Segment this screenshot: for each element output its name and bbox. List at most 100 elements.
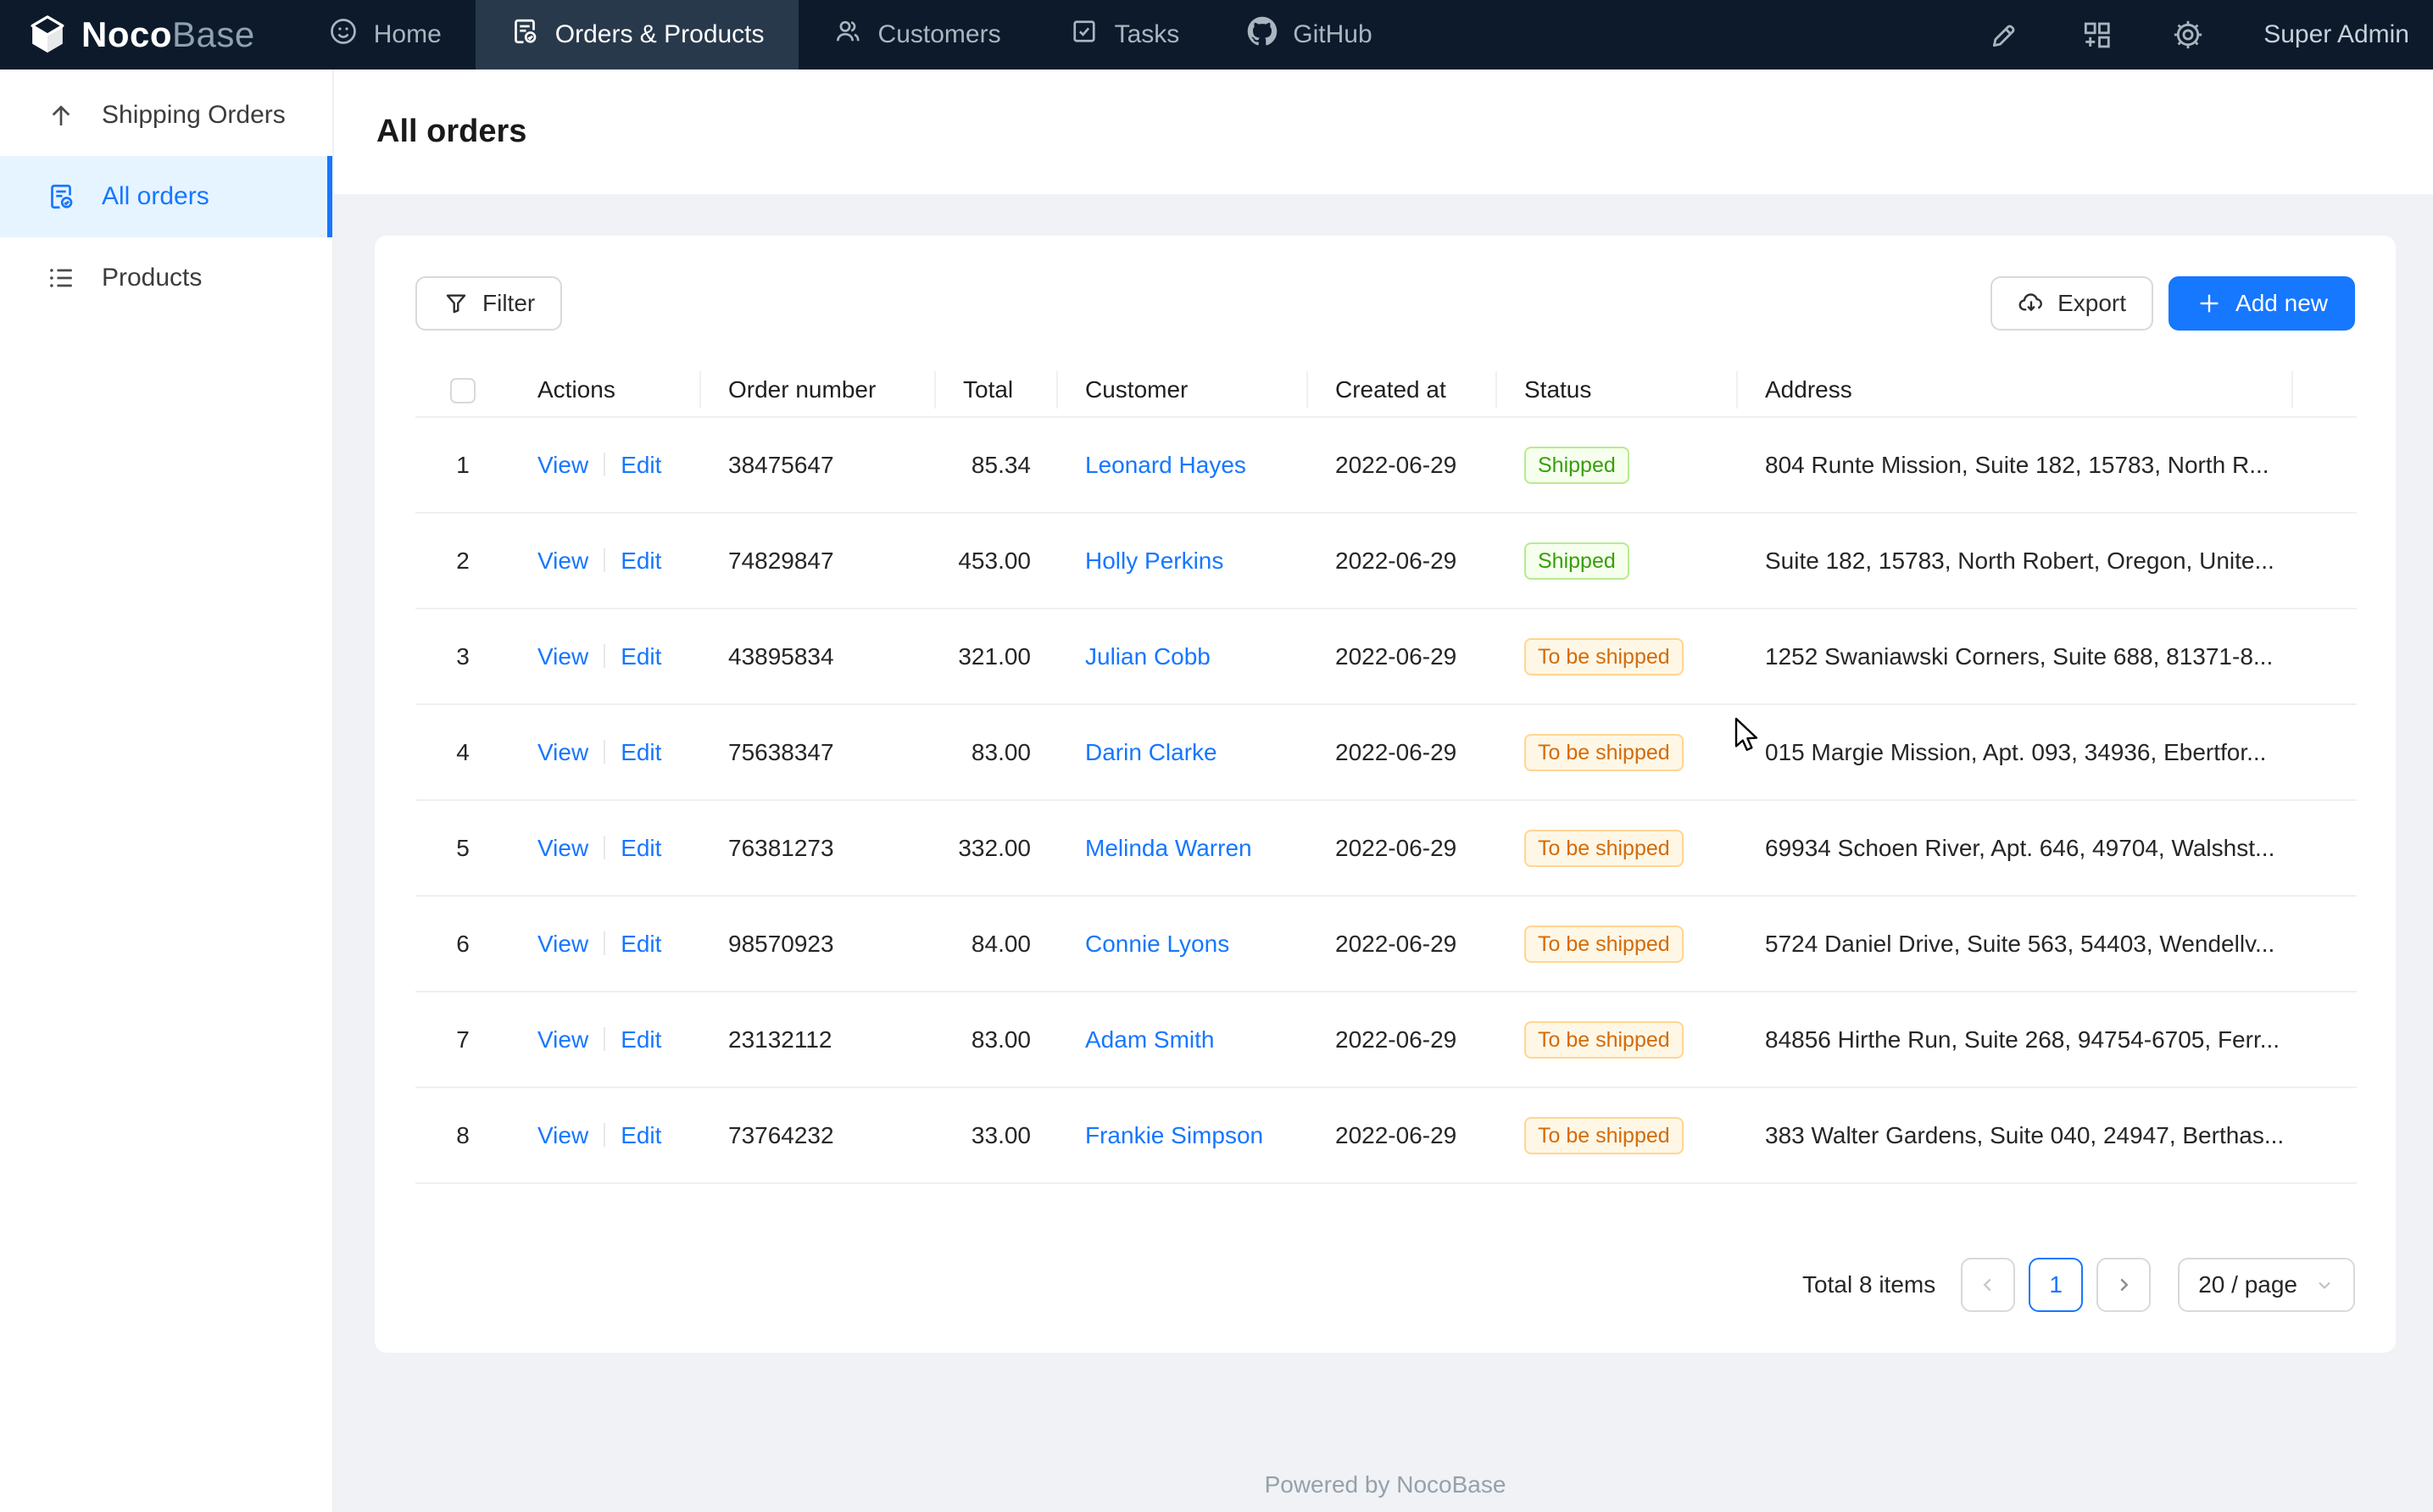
order-number-cell: 74829847 bbox=[701, 513, 936, 609]
export-button[interactable]: Export bbox=[1990, 276, 2154, 331]
plugin-blocks-icon[interactable] bbox=[2080, 19, 2113, 51]
plus-icon bbox=[2200, 294, 2219, 313]
address-cell: Suite 182, 15783, North Robert, Oregon, … bbox=[1738, 513, 2293, 609]
ui-editor-highlighter-icon[interactable] bbox=[1989, 19, 2021, 51]
page-number-1[interactable]: 1 bbox=[2029, 1258, 2084, 1312]
status-badge: Shipped bbox=[1524, 446, 1629, 484]
brand-logo[interactable]: NocoBase bbox=[0, 0, 294, 69]
nav-tab-label: GitHub bbox=[1293, 20, 1372, 48]
created-at-cell: 2022-06-29 bbox=[1308, 704, 1497, 801]
row-index-cell[interactable]: 7 bbox=[415, 992, 510, 1088]
top-navbar: NocoBase Home Orders & Products bbox=[0, 0, 2433, 69]
chevron-left-icon bbox=[1983, 1278, 1991, 1292]
customer-link[interactable]: Holly Perkins bbox=[1085, 547, 1224, 574]
customer-cell: Darin Clarke bbox=[1058, 704, 1308, 801]
view-link[interactable]: View bbox=[537, 1026, 589, 1053]
order-document-icon bbox=[509, 16, 540, 53]
main-area: All orders Filter bbox=[334, 0, 2433, 1512]
customer-link[interactable]: Leonard Hayes bbox=[1085, 451, 1246, 478]
total-cell: 83.00 bbox=[936, 992, 1058, 1088]
customer-cell: Frankie Simpson bbox=[1058, 1087, 1308, 1184]
sidebar-item-products[interactable]: Products bbox=[0, 237, 332, 319]
view-link[interactable]: View bbox=[537, 642, 589, 670]
view-link[interactable]: View bbox=[537, 930, 589, 957]
row-index: 5 bbox=[456, 834, 470, 861]
status-cell: To be shipped bbox=[1497, 609, 1738, 705]
edit-link[interactable]: Edit bbox=[621, 1121, 662, 1148]
address-cell: 84856 Hirthe Run, Suite 268, 94754-6705,… bbox=[1738, 992, 2293, 1088]
edit-link[interactable]: Edit bbox=[621, 834, 662, 861]
customer-link[interactable]: Frankie Simpson bbox=[1085, 1121, 1264, 1148]
row-index-cell[interactable]: 1 bbox=[415, 417, 510, 514]
action-divider bbox=[604, 739, 606, 764]
nav-tab-orders-products[interactable]: Orders & Products bbox=[475, 0, 799, 69]
row-actions-cell: View Edit bbox=[510, 417, 701, 514]
column-header-order-number: Order number bbox=[701, 363, 936, 418]
nav-tab-customers[interactable]: Customers bbox=[799, 0, 1035, 69]
sidebar-item-shipping-orders[interactable]: Shipping Orders bbox=[0, 75, 332, 156]
page-header: All orders bbox=[334, 69, 2433, 194]
nav-tab-github[interactable]: GitHub bbox=[1213, 0, 1406, 69]
status-cell: Shipped bbox=[1497, 417, 1738, 514]
order-number-cell: 38475647 bbox=[701, 417, 936, 514]
select-all-checkbox[interactable] bbox=[450, 377, 476, 403]
view-link[interactable]: View bbox=[537, 1121, 589, 1148]
orders-table: Actions Order number Total Customer Crea… bbox=[415, 363, 2357, 1184]
filter-button[interactable]: Filter bbox=[415, 276, 563, 331]
customer-link[interactable]: Adam Smith bbox=[1085, 1026, 1215, 1053]
edit-link[interactable]: Edit bbox=[621, 451, 662, 478]
user-menu[interactable]: Super Admin bbox=[2263, 20, 2409, 48]
customer-link[interactable]: Darin Clarke bbox=[1085, 738, 1217, 765]
edit-link[interactable]: Edit bbox=[621, 642, 662, 670]
row-index-cell[interactable]: 2 bbox=[415, 513, 510, 609]
row-index-cell[interactable]: 6 bbox=[415, 896, 510, 992]
powered-by-footer: Powered by NocoBase bbox=[1264, 1471, 1506, 1498]
row-actions-cell: View Edit bbox=[510, 896, 701, 992]
customer-link[interactable]: Julian Cobb bbox=[1085, 642, 1211, 670]
view-link[interactable]: View bbox=[537, 451, 589, 478]
status-badge: To be shipped bbox=[1524, 925, 1684, 963]
address-cell: 015 Margie Mission, Apt. 093, 34936, Ebe… bbox=[1738, 704, 2293, 801]
nav-tab-home[interactable]: Home bbox=[294, 0, 476, 69]
column-header-created-at: Created at bbox=[1308, 363, 1497, 418]
edit-link[interactable]: Edit bbox=[621, 930, 662, 957]
settings-gear-icon[interactable] bbox=[2172, 19, 2204, 51]
column-header-customer: Customer bbox=[1058, 363, 1308, 418]
edit-link[interactable]: Edit bbox=[621, 738, 662, 765]
row-index-cell[interactable]: 8 bbox=[415, 1087, 510, 1184]
customer-link[interactable]: Connie Lyons bbox=[1085, 930, 1230, 957]
export-button-label: Export bbox=[2057, 290, 2127, 316]
row-index-cell[interactable]: 5 bbox=[415, 800, 510, 897]
edit-link[interactable]: Edit bbox=[621, 547, 662, 574]
table-row: 5 View Edit 76381273 332.00 Melinda Warre… bbox=[415, 800, 2357, 897]
sidebar-item-all-orders[interactable]: All orders bbox=[0, 156, 332, 237]
total-cell: 321.00 bbox=[936, 609, 1058, 705]
nocobase-logo-icon bbox=[31, 15, 64, 53]
previous-page-button[interactable] bbox=[1961, 1258, 2016, 1312]
add-new-button[interactable]: Add new bbox=[2169, 276, 2355, 331]
created-at-cell: 2022-06-29 bbox=[1308, 800, 1497, 897]
orders-table-card: Filter Export bbox=[375, 236, 2396, 1353]
total-cell: 84.00 bbox=[936, 896, 1058, 992]
status-badge: To be shipped bbox=[1524, 1020, 1684, 1059]
order-number-cell: 98570923 bbox=[701, 896, 936, 992]
edit-link[interactable]: Edit bbox=[621, 1026, 662, 1053]
order-number-cell: 73764232 bbox=[701, 1087, 936, 1184]
row-index-cell[interactable]: 3 bbox=[415, 609, 510, 705]
github-icon bbox=[1247, 16, 1278, 53]
customers-icon bbox=[832, 16, 863, 53]
view-link[interactable]: View bbox=[537, 834, 589, 861]
customer-link[interactable]: Melinda Warren bbox=[1085, 834, 1252, 861]
status-badge: To be shipped bbox=[1524, 1116, 1684, 1154]
customer-cell: Julian Cobb bbox=[1058, 609, 1308, 705]
row-index-cell[interactable]: 4 bbox=[415, 704, 510, 801]
next-page-button[interactable] bbox=[2096, 1258, 2152, 1312]
page-size-select[interactable]: 20 / page bbox=[2178, 1258, 2355, 1312]
action-divider bbox=[604, 548, 606, 572]
list-icon bbox=[50, 269, 72, 287]
status-cell: To be shipped bbox=[1497, 704, 1738, 801]
nav-tab-tasks[interactable]: Tasks bbox=[1035, 0, 1214, 69]
status-badge: To be shipped bbox=[1524, 829, 1684, 867]
view-link[interactable]: View bbox=[537, 547, 589, 574]
view-link[interactable]: View bbox=[537, 738, 589, 765]
